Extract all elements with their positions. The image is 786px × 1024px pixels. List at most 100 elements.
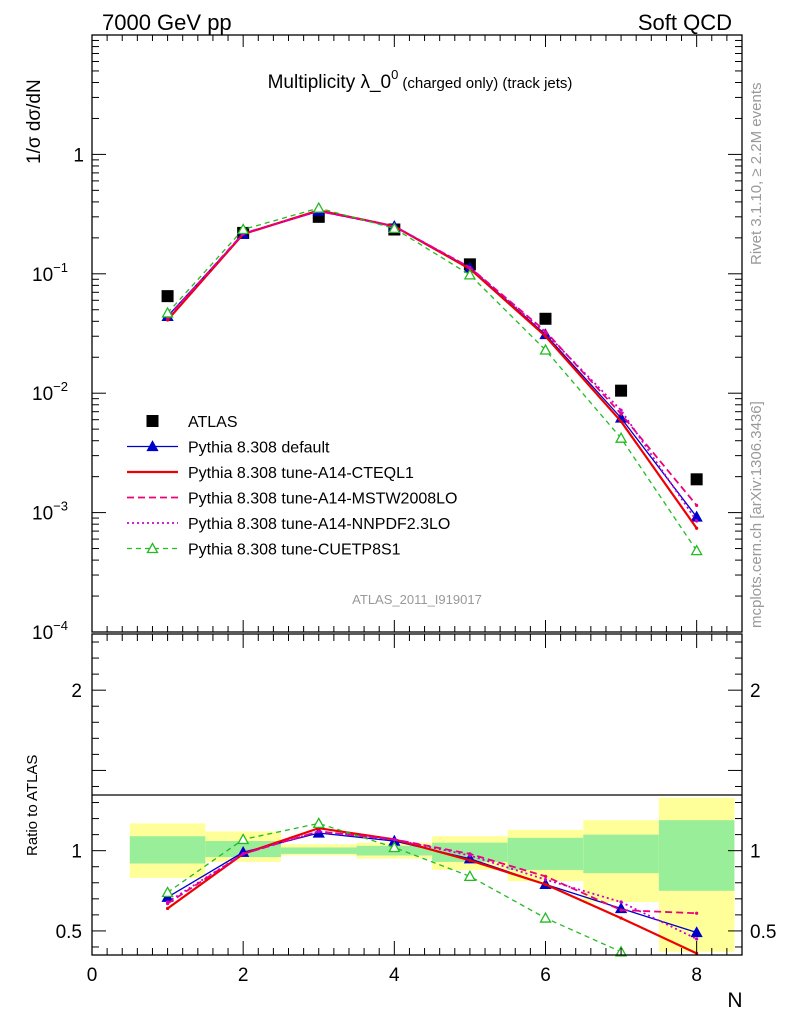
- marker-cuetp8s1: [312, 201, 325, 213]
- legend-item-nnpdf: Pythia 8.308 tune-A14-NNPDF2.3LO: [127, 516, 450, 533]
- marker-nnpdf: [468, 265, 472, 270]
- ratio-marker-mstw: [695, 911, 699, 915]
- main-title-sup: 0: [391, 67, 398, 82]
- marker-cuetp8s1: [161, 306, 174, 318]
- legend-swatch: [146, 415, 159, 427]
- data-point-atlas: [690, 473, 703, 486]
- main-y-tick-exp: −3: [53, 499, 68, 514]
- legend-item-mstw: Pythia 8.308 tune-A14-MSTW2008LO: [127, 491, 457, 508]
- main-y-tick-base: 1: [73, 145, 84, 166]
- ratio-y-tick-label: 2: [71, 681, 82, 702]
- legend-label: Pythia 8.308 tune-A14-CTEQL1: [188, 465, 414, 482]
- ratio-marker-cteql1: [165, 906, 170, 911]
- main-y-tick-exp: −1: [53, 260, 68, 275]
- ratio-y-tick-label-right: 2: [750, 681, 761, 702]
- legend-item-cteql1: Pythia 8.308 tune-A14-CTEQL1: [127, 465, 414, 482]
- legend-marker: [146, 440, 159, 452]
- x-tick-label: 0: [87, 965, 98, 986]
- ratio-band-inner: [507, 837, 584, 870]
- ratio-plot: Ratio to ATLAS 0.5 0.5 1 1 2 2 0 2 4 6 8 N: [24, 633, 776, 1012]
- ratio-y-tick-label-right: 1: [750, 842, 761, 863]
- main-y-tick-label: 10−2: [32, 379, 68, 405]
- data-point-atlas: [161, 290, 174, 303]
- main-y-tick-label: 10−4: [32, 618, 68, 644]
- analysis-watermark: ATLAS_2011_I919017: [352, 592, 482, 607]
- marker-cteql1: [695, 526, 699, 530]
- marker-nnpdf: [543, 331, 548, 335]
- legend-item-atlas: ATLAS: [146, 414, 238, 431]
- series-cuetp8s1: [161, 201, 703, 556]
- ratio-marker-nnpdf: [468, 853, 472, 858]
- marker-cuetp8s1: [690, 544, 703, 556]
- marker-cuetp8s1: [237, 223, 250, 235]
- x-tick-label: 6: [540, 965, 551, 986]
- line-cuetp8s1: [167, 207, 698, 552]
- legend-label: Pythia 8.308 tune-CUETP8S1: [188, 542, 401, 559]
- x-axis-label: N: [727, 989, 742, 1012]
- ratio-line-mstw: [167, 830, 697, 915]
- line-nnpdf: [166, 210, 698, 522]
- main-y-tick-label: 1: [73, 145, 84, 166]
- ratio-ylabel: Ratio to ATLAS: [24, 755, 41, 856]
- ratio-marker-nnpdf: [165, 900, 170, 904]
- ratio-marker-cuetp8s1: [539, 911, 552, 923]
- line-mstw: [166, 210, 698, 506]
- svg-text:Multiplicity λ_00(charged only: Multiplicity λ_00 (charged only) (track j…: [268, 67, 573, 93]
- ratio-marker-mstw: [619, 908, 623, 912]
- rivet-label: Rivet 3.1.10, ≥ 2.2M events: [748, 83, 765, 266]
- main-y-tick-exp: −2: [53, 379, 68, 394]
- ratio-marker-nnpdf: [317, 829, 321, 834]
- header-left: 7000 GeV pp: [102, 10, 232, 35]
- ratio-line-nnpdf: [167, 830, 698, 940]
- ratio-y-tick-label-right: 0.5: [750, 922, 776, 943]
- ratio-marker-cteql1: [468, 858, 472, 862]
- marker-mstw: [619, 412, 623, 416]
- legend-label: Pythia 8.308 tune-A14-NNPDF2.3LO: [188, 516, 450, 533]
- ratio-y-tick-label: 1: [71, 842, 82, 863]
- header-right: Soft QCD: [638, 10, 732, 35]
- marker-nnpdf: [695, 519, 699, 523]
- marker-cuetp8s1: [463, 268, 477, 280]
- main-y-tick-base: 10: [32, 504, 53, 525]
- main-y-tick-base: 10: [32, 265, 53, 286]
- marker-cteql1: [619, 419, 623, 424]
- main-title: Multiplicity λ_00 (charged only) (track j…: [268, 67, 573, 93]
- main-y-tick-base: 10: [32, 384, 53, 405]
- marker-nnpdf: [619, 408, 623, 412]
- ratio-y-tick-label: 0.5: [56, 922, 82, 943]
- marker-cuetp8s1: [614, 431, 628, 443]
- legend-item-default: Pythia 8.308 default: [127, 440, 330, 457]
- marker-cuetp8s1: [539, 343, 552, 355]
- ratio-marker-cuetp8s1: [312, 817, 325, 829]
- main-plot: ATLAS_2011_I919017 Multiplicity λ_00 (cha…: [24, 34, 743, 644]
- ratio-frame: [91, 633, 743, 956]
- x-tick-label: 4: [389, 965, 400, 986]
- main-y-tick-base: 10: [32, 623, 53, 644]
- legend-marker: [146, 542, 159, 554]
- ratio-marker-cuetp8s1: [388, 841, 401, 853]
- marker-cteql1: [543, 334, 548, 338]
- ratio-marker-nnpdf: [695, 937, 699, 941]
- marker-mstw: [695, 503, 699, 507]
- legend: ATLAS Pythia 8.308 default Pythia 8.308 tu…: [127, 414, 457, 559]
- x-tick-label: 2: [238, 965, 249, 986]
- ratio-marker-cteql1: [619, 916, 623, 920]
- main-y-tick-label: 10−3: [32, 499, 68, 525]
- x-tick-label: 8: [691, 965, 702, 986]
- ratio-series-nnpdf: [165, 829, 699, 941]
- main-title-text: Multiplicity λ_0: [268, 72, 392, 93]
- marker-cuetp8s1: [388, 222, 401, 234]
- ratio-band-inner: [280, 847, 357, 854]
- ratio-band-inner: [658, 820, 735, 891]
- ratio-marker-nnpdf: [543, 877, 548, 882]
- main-title-small: (charged only) (track jets): [402, 75, 572, 92]
- marker-cteql1: [165, 318, 170, 322]
- ratio-marker-mstw: [543, 874, 548, 878]
- data-point-atlas: [615, 384, 628, 397]
- data-point-atlas: [539, 312, 552, 325]
- ratio-band-inner: [432, 842, 508, 862]
- ratio-marker-nnpdf: [241, 852, 245, 856]
- ratio-band-inner: [583, 834, 659, 874]
- main-y-tick-label: 10−1: [32, 260, 68, 286]
